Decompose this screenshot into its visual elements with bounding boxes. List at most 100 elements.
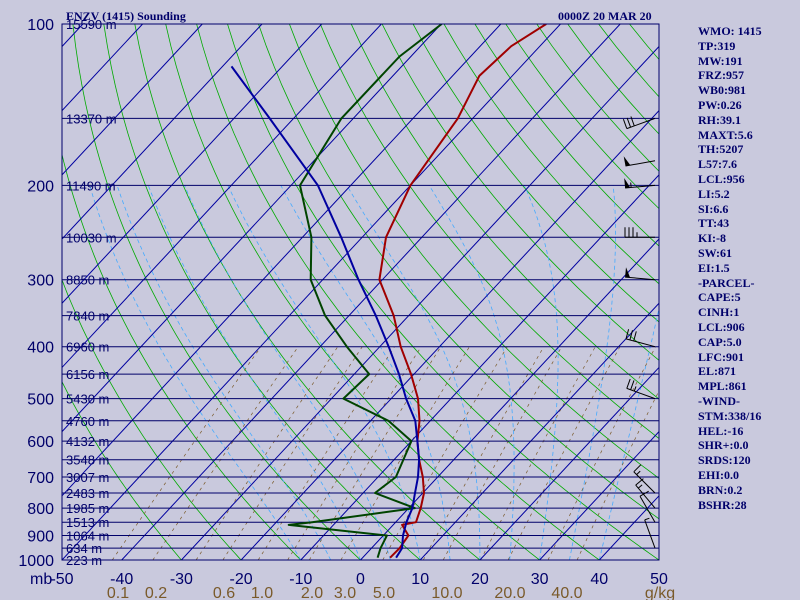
index-item: BSHR:28 (698, 497, 747, 512)
barb-full (626, 378, 631, 389)
mixing-ratio-label: 40.0 (551, 585, 582, 600)
pressure-tick-label: 700 (27, 470, 54, 487)
height-label: 3548 m (66, 453, 109, 468)
pressure-tick-label: 100 (27, 17, 54, 34)
barb-half (644, 517, 650, 521)
plot-frame (61, 23, 660, 561)
height-label: 223 m (66, 553, 102, 568)
dry-adiabat (62, 380, 182, 560)
mixing-ratio-line (152, 346, 299, 560)
mixing-ratio-label: 0.2 (145, 585, 167, 600)
index-item: RH:39.1 (698, 112, 741, 127)
index-item: EHI:0.0 (698, 467, 740, 482)
isotherm-line (62, 24, 203, 176)
pressure-tick-label: 1000 (18, 553, 54, 570)
wind-barb (625, 329, 656, 348)
temperature-tick-label: -10 (289, 571, 312, 588)
dry-adiabat (103, 24, 421, 560)
index-item: KI:-8 (698, 231, 726, 246)
barb-staff (635, 484, 656, 509)
index-item: SW:61 (698, 245, 733, 260)
barb-full (630, 380, 635, 390)
isotherm-line (419, 302, 659, 560)
height-label: 7840 m (66, 309, 109, 324)
chart-title: ENZV (1415) Sounding (66, 9, 186, 23)
moist-adiabat (184, 185, 391, 560)
index-item: LI:5.2 (698, 186, 730, 201)
wind-barb (624, 178, 656, 189)
isotherm-line (0, 24, 23, 560)
mixing-ratio-line (112, 346, 262, 560)
barb-half (633, 386, 637, 392)
mixing-ratio-label: 2.0 (301, 585, 323, 600)
temperature-tick-label: 20 (471, 571, 489, 588)
index-item: TP:319 (698, 38, 736, 53)
height-label: 634 m (66, 541, 102, 556)
mixing-ratio-line (308, 346, 442, 560)
chart-grid (0, 24, 659, 560)
mixing-ratio-unit: g/kg (645, 585, 675, 600)
mixing-ratio-line (507, 346, 621, 560)
height-label: 5430 m (66, 392, 109, 407)
mixing-ratio-label: 10.0 (431, 585, 462, 600)
temperature-tick-label: 40 (590, 571, 608, 588)
isotherm-line (62, 24, 442, 433)
pressure-tick-label: 300 (27, 273, 54, 290)
pressure-tick-label: 400 (27, 340, 54, 357)
index-item: L57:7.6 (698, 157, 737, 172)
moist-adiabat (147, 185, 361, 560)
isobar-lines (62, 23, 659, 561)
index-item: SHR+:0.0 (698, 438, 749, 453)
sounding-profiles (230, 24, 547, 559)
isotherm-line (479, 366, 659, 560)
pressure-tick-label: 500 (27, 392, 54, 409)
barb-full (630, 116, 635, 127)
barb-full (626, 117, 632, 128)
isotherm-line (62, 24, 502, 497)
barb-full (622, 119, 628, 129)
isotherm-line (360, 238, 659, 560)
index-item: FRZ:957 (698, 68, 744, 83)
height-label: 1985 m (66, 501, 109, 516)
isotherm-line (300, 174, 659, 560)
isotherm-line (240, 109, 659, 560)
isotherm-line (181, 45, 659, 560)
moist-adiabat (524, 185, 559, 560)
mixing-ratio-label: 0.1 (107, 585, 129, 600)
temperature-tick-label: 30 (531, 571, 549, 588)
barb-staff (625, 160, 656, 167)
height-label: 4760 m (66, 414, 109, 429)
index-item: CAPE:5 (698, 290, 741, 305)
barb-full (633, 464, 642, 473)
moist-adiabat (89, 185, 302, 560)
wind-barb (622, 116, 656, 130)
pressure-tick-label: 200 (27, 178, 54, 195)
wind-barb (625, 267, 656, 281)
mixing-ratio-label: 3.0 (334, 585, 356, 600)
height-label: 1513 m (66, 515, 109, 530)
temperature-profile (378, 24, 547, 559)
barb-full (625, 329, 630, 340)
index-item: -WIND- (698, 393, 740, 408)
dry-adiabat (350, 24, 659, 400)
index-item: SRDS:120 (698, 453, 751, 468)
index-item: LFC:901 (698, 349, 744, 364)
dry-adiabat (443, 24, 659, 285)
temperature-tick-label: -40 (110, 571, 133, 588)
mixing-ratio-line (382, 346, 508, 560)
wind-barb (633, 464, 656, 494)
isotherm-line (62, 24, 323, 304)
mixing-ratio-label: 5.0 (373, 585, 395, 600)
dry-adiabat (227, 24, 659, 560)
index-item: WMO: 1415 (698, 24, 762, 38)
parcel-profile (230, 65, 421, 559)
dry-adiabat (474, 24, 659, 247)
height-label: 1064 m (66, 529, 109, 544)
dry-adiabat (412, 24, 659, 323)
index-item: PW:0.26 (698, 97, 742, 112)
mixing-ratio-label: 20.0 (494, 585, 525, 600)
wind-barbs (622, 116, 656, 549)
barb-flag (624, 178, 631, 188)
